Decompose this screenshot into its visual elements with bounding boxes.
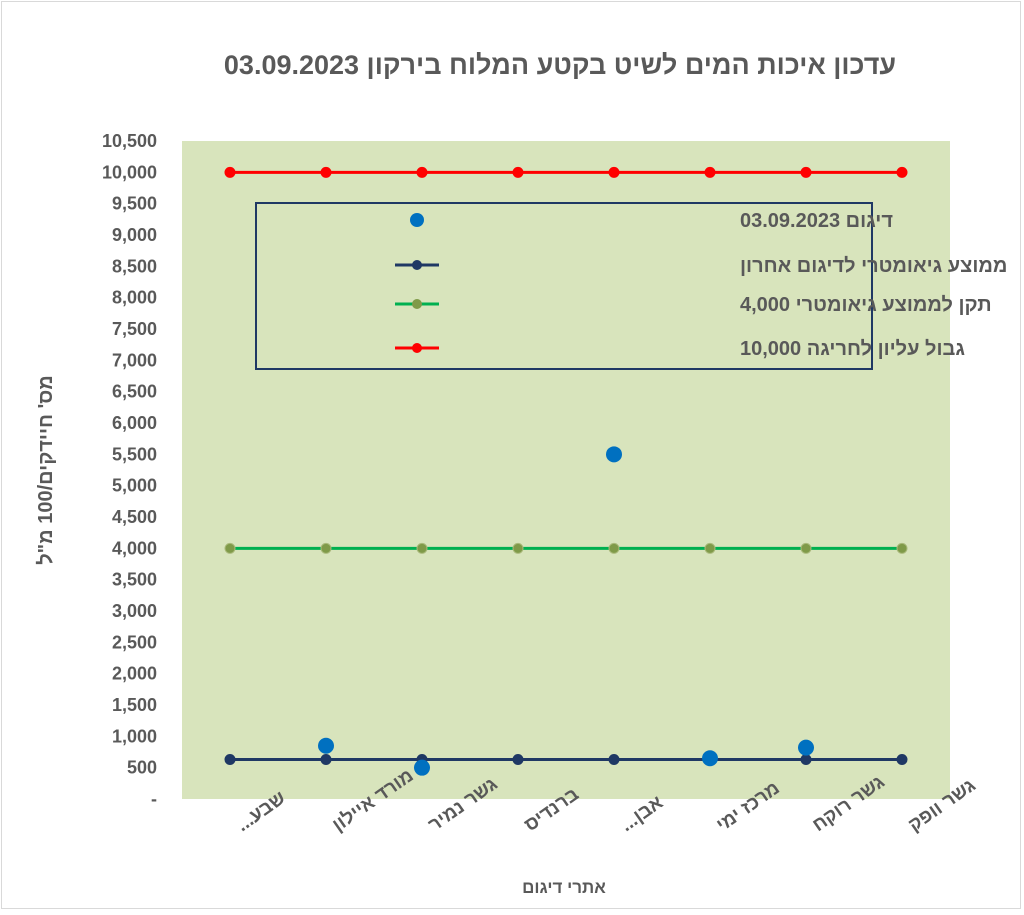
- series-3-point: [512, 166, 524, 178]
- legend-label: גבול עליון לחריגה 10,000: [740, 338, 965, 360]
- legend-marker: [412, 343, 422, 353]
- chart-title: עדכון איכות המים לשיט בקטע המלוח בירקון …: [224, 50, 896, 80]
- y-tick-label: 7,500: [112, 319, 157, 339]
- series-3-point: [800, 166, 812, 178]
- legend-item-0: דיגום 03.09.2023: [410, 210, 893, 232]
- y-tick-label: 8,500: [112, 256, 157, 276]
- series-1-point: [224, 754, 236, 766]
- series-lines: [230, 170, 902, 762]
- series-1-point: [608, 754, 620, 766]
- y-tick-label: 7,000: [112, 350, 157, 370]
- legend-item-2: תקן לממוצע גיאומטרי 4,000: [395, 294, 992, 316]
- series-0-point: [702, 750, 718, 767]
- legend-box: [255, 202, 873, 370]
- series-1-point: [512, 754, 524, 766]
- y-tick-label: 3,000: [112, 601, 157, 621]
- series-2-point: [608, 542, 620, 554]
- y-tick-label: 4,500: [112, 507, 157, 527]
- series-3-point: [704, 166, 716, 178]
- series-3-point: [896, 166, 908, 178]
- legend-label: תקן לממוצע גיאומטרי 4,000: [740, 294, 992, 316]
- y-axis-title: מס' חיידקים/100 מ"ל: [35, 375, 57, 565]
- series-3-point: [224, 166, 236, 178]
- series-1-point: [896, 754, 908, 766]
- y-tick-label: 2,500: [112, 632, 157, 652]
- y-tick-label: 4,000: [112, 538, 157, 558]
- y-tick-label: 10,000: [102, 162, 157, 182]
- y-tick-label: 500: [127, 758, 157, 778]
- series-2-point: [896, 542, 908, 554]
- series-0-point: [318, 737, 334, 754]
- legend: דיגום 03.09.2023 ממוצע גיאומטרי לדיגום אח…: [255, 202, 1007, 370]
- legend-marker: [412, 260, 422, 270]
- y-tick-label: -: [151, 789, 157, 809]
- series-3-point: [320, 166, 332, 178]
- series-2-point: [704, 542, 716, 554]
- y-tick-label: 3,500: [112, 570, 157, 590]
- legend-item-1: ממוצע גיאומטרי לדיגום אחרון: [395, 255, 1007, 277]
- series-2-point: [416, 542, 428, 554]
- series-1-point: [800, 754, 812, 766]
- series-2-point: [224, 542, 236, 554]
- legend-item-3: גבול עליון לחריגה 10,000: [395, 338, 965, 360]
- y-tick-label: 2,000: [112, 664, 157, 684]
- legend-marker: [412, 299, 422, 309]
- y-tick-label: 9,000: [112, 225, 157, 245]
- legend-label: דיגום 03.09.2023: [740, 210, 893, 232]
- y-tick-labels: - 500 1,000 1,500 2,000 2,500 3,000 3,500 4,000 4…: [102, 131, 157, 809]
- series-2-point: [512, 542, 524, 554]
- y-tick-label: 1,000: [112, 726, 157, 746]
- series-2-point: [320, 542, 332, 554]
- series-0-point: [414, 759, 430, 776]
- legend-label: ממוצע גיאומטרי לדיגום אחרון: [740, 255, 1007, 277]
- y-tick-label: 6,000: [112, 413, 157, 433]
- y-tick-label: 5,000: [112, 476, 157, 496]
- series-0-point: [798, 739, 814, 756]
- y-tick-label: 10,500: [102, 131, 157, 151]
- y-tick-label: 8,000: [112, 288, 157, 308]
- y-tick-label: 6,500: [112, 382, 157, 402]
- series-1-point: [320, 754, 332, 766]
- series-3-point: [416, 166, 428, 178]
- y-tick-label: 5,500: [112, 444, 157, 464]
- series-2-point: [800, 542, 812, 554]
- series-3-point: [608, 166, 620, 178]
- series-markers: [224, 166, 908, 776]
- series-0-point: [606, 446, 622, 463]
- y-tick-label: 9,500: [112, 194, 157, 214]
- x-axis-title: אתרי דיגום: [522, 878, 606, 897]
- y-tick-label: 1,500: [112, 695, 157, 715]
- legend-marker: [410, 213, 424, 227]
